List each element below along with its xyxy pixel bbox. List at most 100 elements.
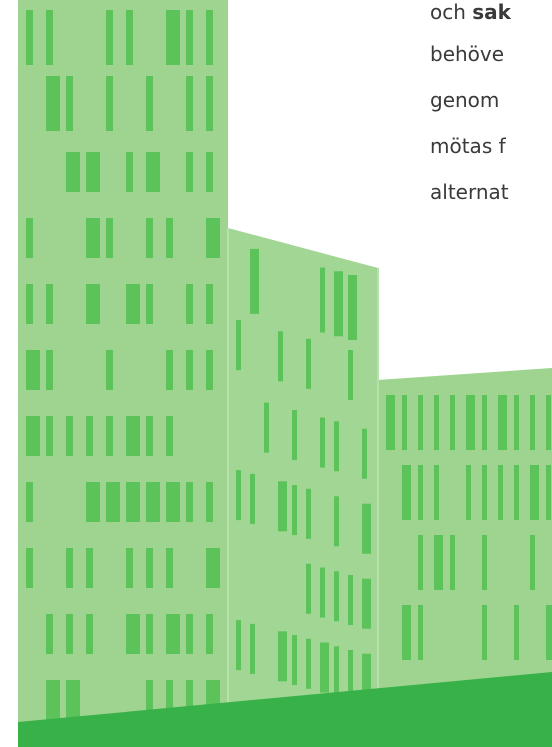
text-line: genom (430, 88, 499, 112)
window (186, 152, 193, 192)
window (206, 350, 213, 390)
window (434, 395, 439, 450)
window (26, 10, 33, 65)
text: behöve (430, 42, 505, 66)
window (206, 284, 213, 324)
window (466, 465, 471, 520)
window (206, 482, 213, 522)
window (334, 271, 343, 337)
window (186, 680, 193, 720)
window (402, 465, 411, 520)
bold-text: sak (472, 0, 511, 24)
window (206, 76, 213, 131)
window (514, 465, 519, 520)
window (106, 218, 113, 258)
window (418, 535, 423, 590)
window (166, 548, 173, 588)
window (320, 417, 325, 468)
text: mötas f (430, 134, 506, 158)
window (146, 284, 153, 324)
window (46, 350, 53, 390)
window (26, 350, 40, 390)
window (106, 416, 113, 456)
text-line: alternat (430, 180, 509, 204)
window (530, 395, 535, 450)
window (292, 635, 297, 686)
window (320, 567, 325, 618)
window (482, 465, 487, 520)
window (236, 620, 241, 671)
window (362, 428, 367, 479)
window (166, 482, 180, 522)
window (86, 218, 100, 258)
text: alternat (430, 180, 509, 204)
window (450, 535, 455, 590)
window (186, 350, 193, 390)
window (66, 614, 73, 654)
text: och (430, 0, 473, 24)
window (66, 548, 73, 588)
building-middle (228, 228, 378, 747)
window (146, 76, 153, 131)
window (418, 395, 423, 450)
window (264, 402, 269, 453)
window (86, 284, 100, 324)
window (546, 605, 552, 660)
window (46, 416, 53, 456)
window (386, 395, 395, 450)
window (320, 642, 329, 693)
window (46, 614, 53, 654)
text-line: och sak (430, 0, 511, 24)
windows (26, 10, 552, 720)
window (166, 218, 173, 258)
window (206, 614, 213, 654)
window (26, 218, 33, 258)
window (166, 614, 180, 654)
window (334, 496, 339, 547)
window (146, 218, 153, 258)
window (106, 10, 113, 65)
window (186, 76, 193, 131)
window (126, 548, 133, 588)
window (320, 267, 325, 333)
window (46, 680, 60, 720)
window (46, 10, 53, 65)
window (166, 10, 180, 65)
window (126, 482, 140, 522)
window (126, 10, 133, 65)
window (46, 76, 60, 131)
text-line: behöve (430, 42, 504, 66)
window (26, 284, 33, 324)
window (306, 488, 311, 539)
window (86, 548, 93, 588)
window (348, 275, 357, 340)
window (26, 548, 33, 588)
window (530, 535, 535, 590)
window (466, 395, 475, 450)
window (126, 152, 133, 192)
window (514, 395, 519, 450)
window (66, 416, 73, 456)
window (530, 465, 539, 520)
window (434, 465, 439, 520)
window (26, 482, 33, 522)
window (206, 10, 213, 65)
window (66, 76, 73, 131)
window (146, 482, 160, 522)
window (250, 473, 255, 524)
window (86, 152, 100, 192)
window (292, 485, 297, 536)
window (66, 680, 80, 720)
window (292, 410, 297, 461)
window (306, 338, 311, 389)
window (146, 416, 153, 456)
window (434, 535, 443, 590)
window (206, 152, 213, 192)
window (46, 284, 53, 324)
window (86, 482, 100, 522)
window (278, 481, 287, 532)
window (402, 395, 407, 450)
window (66, 152, 80, 192)
window (498, 465, 503, 520)
window (106, 350, 113, 390)
